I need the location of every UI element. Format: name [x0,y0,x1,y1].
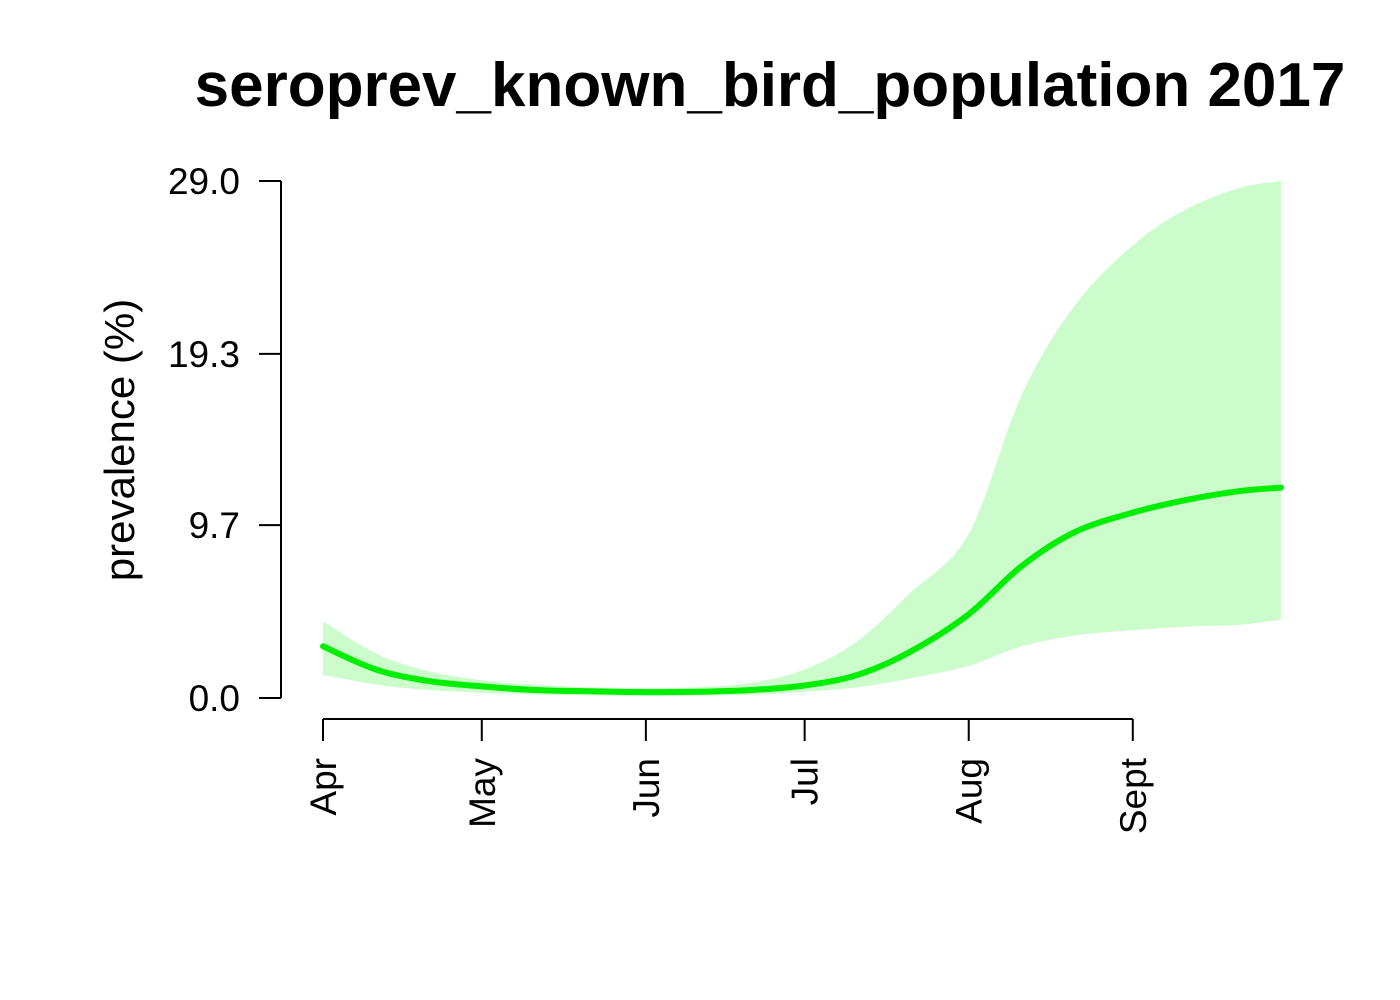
y-axis-label: prevalence (%) [96,299,143,581]
confidence-band [323,181,1281,696]
plot-area [320,181,1284,696]
x-tick-label: May [462,758,503,828]
x-axis: Apr May Jun Jul Aug Sept [303,718,1154,834]
y-tick-label: 29.0 [168,161,240,202]
x-tick-label: Jun [626,758,667,818]
y-axis: 0.0 9.7 19.3 29.0 [168,161,282,719]
x-tick-label: Aug [949,758,990,824]
x-tick-label: Sept [1113,757,1154,834]
y-tick-label: 9.7 [189,505,240,546]
y-tick-label: 0.0 [189,678,240,719]
chart-title: seroprev_known_bird_population 2017 [195,51,1346,120]
x-tick-label: Jul [785,758,826,805]
x-tick-label: Apr [303,758,344,816]
prevalence-line [320,484,1284,696]
y-tick-label: 19.3 [168,334,240,375]
